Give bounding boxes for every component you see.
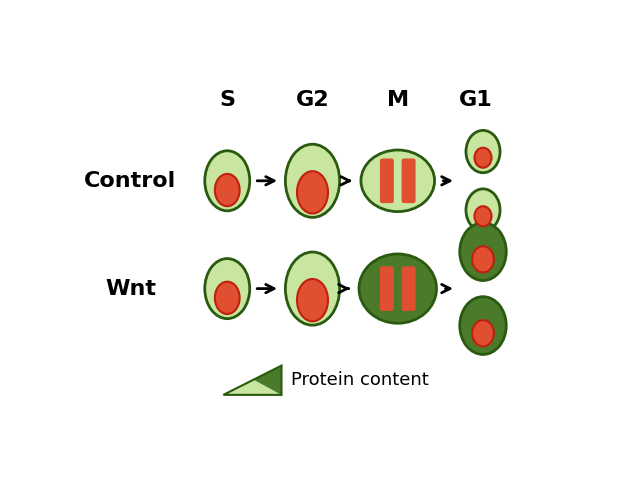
Ellipse shape — [466, 131, 500, 173]
Ellipse shape — [466, 189, 500, 231]
Ellipse shape — [460, 297, 506, 354]
Ellipse shape — [285, 252, 340, 325]
Text: G2: G2 — [296, 90, 330, 110]
FancyBboxPatch shape — [380, 266, 394, 311]
FancyBboxPatch shape — [380, 158, 394, 203]
Ellipse shape — [460, 223, 506, 280]
Ellipse shape — [215, 282, 239, 314]
Ellipse shape — [474, 206, 492, 226]
Ellipse shape — [359, 254, 436, 323]
Ellipse shape — [297, 279, 328, 321]
Text: Protein content: Protein content — [291, 371, 429, 389]
FancyBboxPatch shape — [402, 158, 415, 203]
Ellipse shape — [472, 320, 494, 347]
Text: M: M — [387, 90, 409, 110]
Ellipse shape — [361, 150, 435, 212]
Ellipse shape — [472, 246, 494, 273]
Text: S: S — [220, 90, 236, 110]
Text: Wnt: Wnt — [105, 278, 156, 299]
Ellipse shape — [215, 174, 239, 206]
Ellipse shape — [285, 144, 340, 217]
Text: G1: G1 — [458, 90, 492, 110]
Polygon shape — [253, 366, 282, 395]
Ellipse shape — [297, 171, 328, 214]
Ellipse shape — [205, 151, 250, 211]
Ellipse shape — [205, 259, 250, 319]
Polygon shape — [223, 366, 282, 395]
FancyBboxPatch shape — [402, 266, 415, 311]
Text: Control: Control — [84, 171, 177, 191]
Ellipse shape — [474, 148, 492, 168]
